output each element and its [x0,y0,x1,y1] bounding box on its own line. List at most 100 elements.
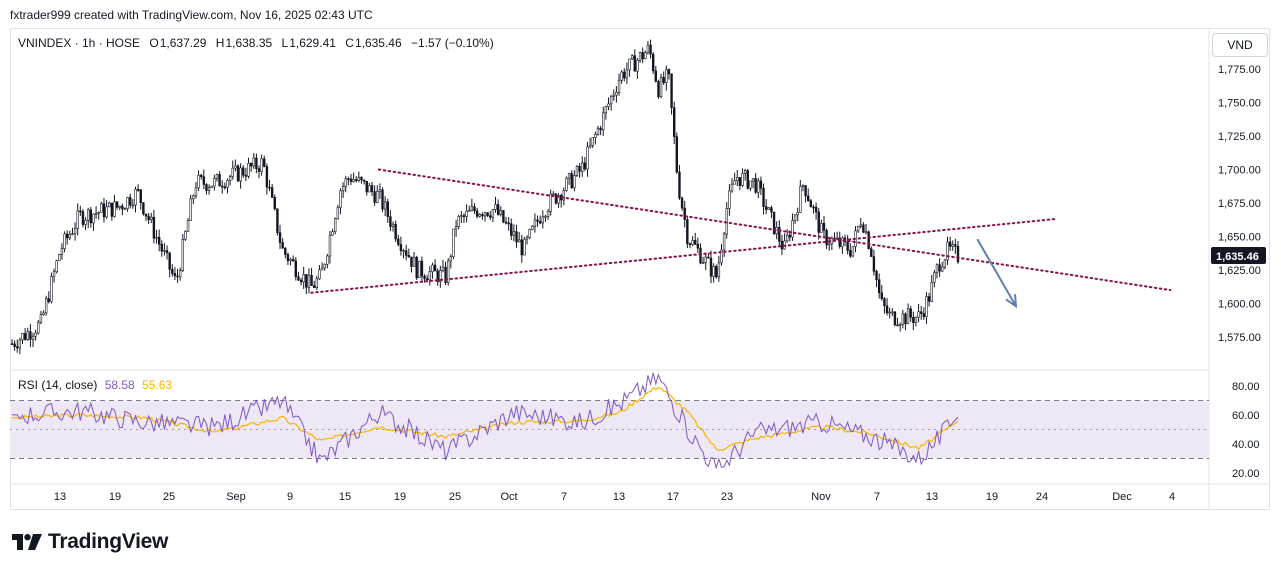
tradingview-brand[interactable]: TradingView [12,530,168,554]
candle-body [252,157,255,167]
candle-body [683,207,686,220]
candle-body [483,212,487,217]
candle-body [520,239,523,256]
candle-body [675,136,679,173]
candle-body [284,247,287,255]
candle-body [528,229,531,238]
candle-body [452,228,455,257]
candle-body [171,269,174,274]
candle-body [18,339,22,349]
candle-body [362,179,366,182]
candle-body [867,231,870,249]
candle-body [525,237,529,240]
candle-body [315,278,319,289]
candle-body [412,256,416,267]
candle-body [730,183,734,192]
candle-body [927,296,931,302]
candle-body [512,231,516,236]
candle-body [228,176,232,181]
candle-body [688,243,692,245]
candle-body [885,305,889,314]
candle-body [157,236,161,245]
candle-body [791,220,794,238]
candle-body [699,247,702,264]
candle-body [680,197,684,209]
candle-body [507,222,510,225]
candle-body [504,221,508,224]
symbol-legend: VNINDEX · 1h · HOSE O1,637.29 H1,638.35 … [18,36,494,50]
candle-body [26,331,29,340]
candle-body [638,52,642,61]
candle-body [609,96,613,105]
candle-body [665,69,668,84]
candle-body [880,292,883,300]
candle-body [323,263,326,269]
candle-body [946,241,949,261]
candle-body [368,185,371,193]
candle-body [457,216,460,227]
candle-body [722,233,726,251]
rsi-legend: RSI (14, close) 58.58 55.63 [18,378,172,392]
candle-body [636,59,639,72]
candle-body [205,184,208,191]
candle-body [431,264,434,272]
candle-body [583,162,587,170]
candle-body [370,185,374,192]
symbol-name[interactable]: VNINDEX · 1h · HOSE [18,36,141,50]
candle-body [804,185,807,197]
candle-body [757,180,760,193]
candle-body [115,201,119,208]
candle-body [307,274,311,288]
candle-body [536,219,539,222]
candle-body [475,210,479,217]
currency-button[interactable]: VND [1212,33,1268,57]
rsi-title[interactable]: RSI (14, close) [18,378,98,392]
candle-body [870,248,873,257]
candle-body [468,210,471,212]
candle-body [50,276,53,302]
candle-body [799,186,802,213]
candle-body [906,308,910,325]
candle-body [257,168,261,172]
candle-body [554,193,558,204]
candle-body [37,321,40,334]
time-tick-label: 15 [339,491,351,503]
candle-body [877,279,881,294]
candle-body [194,187,198,197]
candle-body [184,231,187,240]
candle-body [709,257,713,277]
candle-body [294,260,297,278]
candle-body [557,195,560,204]
candle-body [334,218,337,232]
candle-body [694,240,697,245]
candle-body [578,166,581,172]
candle-body [92,213,95,224]
candle-body [575,166,579,176]
candle-body [594,134,597,138]
candle-body [207,187,211,191]
price-tick-label: 1,600.00 [1218,299,1261,311]
time-tick-label: 13 [54,491,66,503]
candle-body [496,204,500,215]
candle-body [281,242,284,249]
candle-body [801,185,805,187]
candle-body [751,178,755,182]
candle-body [736,177,739,181]
candle-body [263,158,266,167]
candle-body [533,219,537,227]
candle-body [23,333,27,340]
candle-body [746,170,749,189]
candle-body [728,190,731,209]
candle-body [173,273,177,277]
candle-body [491,209,495,218]
candle-body [110,202,114,217]
candle-body [29,331,32,340]
time-tick-label: Sep [226,491,246,503]
candle-body [200,174,203,178]
time-tick-label: 4 [1169,491,1175,503]
candle-body [499,210,502,215]
candle-body [796,212,799,216]
candle-body [720,249,723,264]
candle-body [859,224,862,227]
